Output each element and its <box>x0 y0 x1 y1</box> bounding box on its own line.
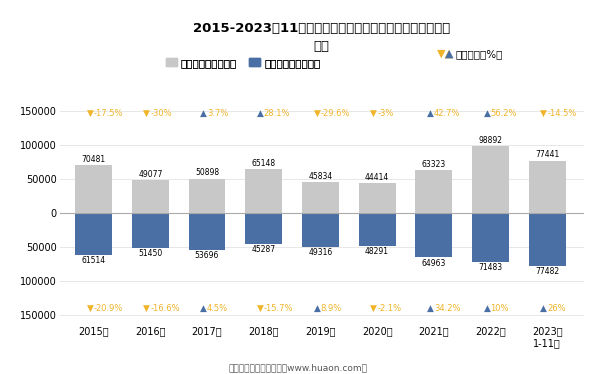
Bar <box>359 183 396 213</box>
Text: -20.9%: -20.9% <box>94 304 123 313</box>
Bar <box>302 213 339 246</box>
Text: ▼: ▼ <box>87 304 94 313</box>
Text: ▲: ▲ <box>445 49 454 59</box>
Bar <box>529 213 566 266</box>
Text: ▼▲: ▼▲ <box>437 49 454 59</box>
Text: ▲: ▲ <box>483 109 491 118</box>
Bar <box>529 161 566 213</box>
Text: ▲: ▲ <box>200 304 207 313</box>
Text: 50898: 50898 <box>195 168 219 177</box>
Text: 48291: 48291 <box>365 247 389 256</box>
Text: ▼: ▼ <box>370 109 377 118</box>
Text: -15.7%: -15.7% <box>263 304 293 313</box>
Text: 4.5%: 4.5% <box>207 304 228 313</box>
Text: 64963: 64963 <box>421 258 446 267</box>
Text: 65148: 65148 <box>252 159 276 168</box>
Text: 8.9%: 8.9% <box>321 304 342 313</box>
Text: -16.6%: -16.6% <box>150 304 180 313</box>
Bar <box>359 213 396 246</box>
Bar <box>472 213 509 262</box>
Text: ▲: ▲ <box>257 109 263 118</box>
Bar <box>415 170 452 213</box>
Bar <box>188 179 225 213</box>
Text: 98892: 98892 <box>479 136 502 145</box>
Legend: 出口总额（万美元）, 进口总额（万美元）: 出口总额（万美元）, 进口总额（万美元） <box>162 53 324 72</box>
Text: 56.2%: 56.2% <box>491 109 517 118</box>
Text: ▼: ▼ <box>144 109 150 118</box>
Bar <box>75 213 112 255</box>
Bar <box>132 180 169 213</box>
Text: 26%: 26% <box>547 304 566 313</box>
Bar <box>188 213 225 249</box>
Text: 71483: 71483 <box>479 263 502 272</box>
Text: -17.5%: -17.5% <box>94 109 123 118</box>
Text: 计图: 计图 <box>314 40 330 53</box>
Text: 70481: 70481 <box>82 155 105 164</box>
Bar <box>75 165 112 213</box>
Text: 49077: 49077 <box>138 169 163 178</box>
Text: ▲: ▲ <box>483 304 491 313</box>
Text: 77441: 77441 <box>535 150 560 159</box>
Text: ▲: ▲ <box>427 304 434 313</box>
Bar <box>132 213 169 248</box>
Text: 51450: 51450 <box>138 249 163 258</box>
Text: 44414: 44414 <box>365 173 389 182</box>
Bar <box>415 213 452 257</box>
Text: 49316: 49316 <box>308 248 333 257</box>
Bar <box>246 213 282 244</box>
Text: ▲: ▲ <box>313 304 321 313</box>
Text: 制图：华经产业研究院（www.huaon.com）: 制图：华经产业研究院（www.huaon.com） <box>228 363 368 372</box>
Text: ▼: ▼ <box>257 304 263 313</box>
Text: -30%: -30% <box>150 109 172 118</box>
Text: ▲: ▲ <box>541 304 547 313</box>
Text: 45287: 45287 <box>252 245 276 254</box>
Text: 53696: 53696 <box>195 251 219 260</box>
Text: -3%: -3% <box>377 109 393 118</box>
Text: ▲: ▲ <box>200 109 207 118</box>
Bar <box>246 169 282 213</box>
Text: ▼: ▼ <box>313 109 321 118</box>
Text: 28.1%: 28.1% <box>263 109 290 118</box>
Text: -2.1%: -2.1% <box>377 304 401 313</box>
Text: 77482: 77482 <box>535 267 559 276</box>
Text: 10%: 10% <box>491 304 509 313</box>
Text: ▼: ▼ <box>144 304 150 313</box>
Text: 61514: 61514 <box>82 256 105 265</box>
Text: ▲: ▲ <box>427 109 434 118</box>
Text: ▼: ▼ <box>370 304 377 313</box>
Text: 2015-2023年11月内蒙古自治区外商投资企业进、出口额统: 2015-2023年11月内蒙古自治区外商投资企业进、出口额统 <box>193 22 451 35</box>
Text: 3.7%: 3.7% <box>207 109 228 118</box>
Text: 42.7%: 42.7% <box>434 109 460 118</box>
Text: 45834: 45834 <box>308 172 333 181</box>
Text: -14.5%: -14.5% <box>547 109 576 118</box>
Bar <box>302 182 339 213</box>
Text: 34.2%: 34.2% <box>434 304 460 313</box>
Text: ▼: ▼ <box>541 109 547 118</box>
Bar <box>472 146 509 213</box>
Text: 同比增速（%）: 同比增速（%） <box>455 49 503 59</box>
Text: -29.6%: -29.6% <box>321 109 350 118</box>
Text: ▼: ▼ <box>87 109 94 118</box>
Text: 63323: 63323 <box>422 160 446 169</box>
